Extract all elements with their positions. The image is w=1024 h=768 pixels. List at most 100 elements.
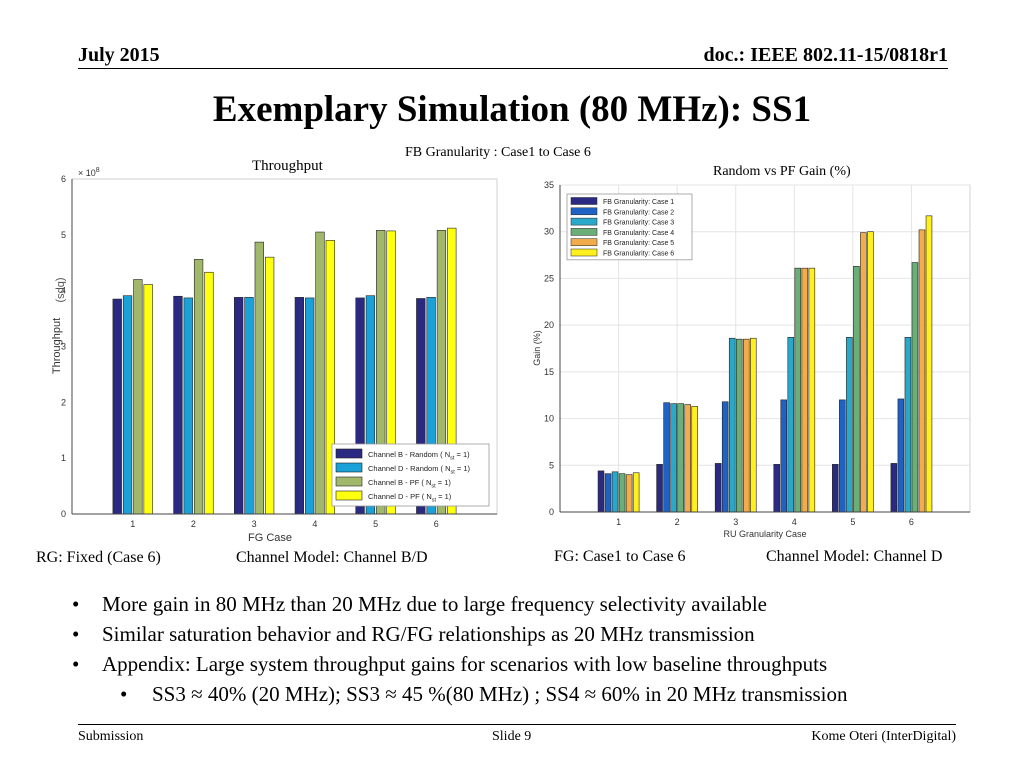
legend-swatch	[570, 238, 598, 246]
y-axis-label: Throughput	[51, 318, 63, 374]
y-tick-label: 25	[544, 273, 554, 283]
fg-caption: FG: Case1 to Case 6	[554, 548, 686, 565]
bar	[625, 474, 633, 513]
bar	[801, 267, 809, 513]
bullet-item: Similar saturation behavior and RG/FG re…	[70, 619, 848, 649]
bullet-list: More gain in 80 MHz than 20 MHz due to l…	[70, 589, 848, 709]
header-doc-id: doc.: IEEE 802.11-15/0818r1	[703, 44, 948, 66]
footer-author: Kome Oteri (InterDigital)	[811, 729, 956, 744]
legend-label: FB Granularity: Case 1	[603, 199, 674, 206]
legend-subscript: st	[432, 498, 437, 504]
bar	[808, 267, 816, 513]
gain-chart-title: Random vs PF Gain (%)	[713, 164, 851, 179]
bar	[597, 470, 605, 513]
x-tick-label: 5	[850, 517, 855, 527]
footer-slide-number: Slide 9	[492, 729, 532, 744]
legend-suffix: = 1)	[436, 478, 452, 487]
bar	[604, 473, 612, 513]
x-axis-label: FG Case	[248, 532, 292, 544]
bar	[611, 471, 619, 513]
bar	[839, 399, 846, 513]
legend-swatch	[335, 476, 363, 487]
legend-label: Channel B - PF ( Nst = 1)	[368, 478, 451, 490]
legend-suffix: = 1)	[454, 450, 470, 459]
legend-swatch	[570, 207, 598, 216]
legend-swatch	[570, 217, 598, 226]
x-tick-label: 6	[909, 517, 914, 527]
channel-model-left-caption: Channel Model: Channel B/D	[236, 549, 428, 566]
bar	[670, 403, 677, 513]
legend-suffix: = 1)	[436, 492, 452, 501]
exponent-label: × 108	[78, 167, 100, 178]
x-tick-label: 1	[130, 519, 135, 529]
footer-submission: Submission	[78, 729, 144, 744]
legend-swatch	[335, 448, 363, 459]
legend-label: FB Granularity: Case 4	[603, 230, 674, 237]
y-tick-label: 35	[544, 180, 554, 190]
x-axis-label: RU Granularity Case	[723, 529, 806, 539]
legend-subscript: st	[450, 456, 455, 462]
legend-swatch	[570, 197, 598, 205]
bar	[721, 401, 729, 513]
legend-swatch	[570, 248, 598, 257]
y-tick-label: 2	[61, 397, 66, 407]
bar	[750, 337, 757, 513]
legend-label: Channel D - PF ( Nst = 1)	[368, 492, 452, 504]
y-tick-label: 5	[61, 230, 66, 240]
legend-suffix: = 1)	[455, 464, 471, 473]
channel-model-right-caption: Channel Model: Channel D	[766, 548, 943, 565]
fb-granularity-subtitle: FB Granularity : Case1 to Case 6	[405, 145, 591, 160]
bullet-item: More gain in 80 MHz than 20 MHz due to l…	[70, 589, 848, 619]
bar	[780, 399, 787, 513]
bar	[918, 229, 926, 513]
bar	[663, 402, 670, 513]
throughput-chart-title: Throughput	[252, 158, 323, 174]
y-tick-label: 6	[61, 174, 66, 184]
bar	[691, 406, 698, 513]
bullet-item: Appendix: Large system throughput gains …	[70, 649, 848, 679]
y-tick-label: 30	[544, 227, 554, 237]
x-tick-label: 2	[191, 519, 196, 529]
y-tick-label: 0	[61, 509, 66, 519]
bar	[787, 336, 795, 513]
bar	[714, 463, 722, 513]
legend-subscript: st	[451, 470, 456, 476]
y-tick-label: 20	[544, 320, 554, 330]
bar	[860, 232, 867, 513]
footer-divider	[78, 724, 956, 725]
legend-label: Channel D - Random ( Nst = 1)	[368, 464, 471, 476]
legend-swatch	[570, 228, 598, 236]
bar	[897, 398, 905, 513]
exponent-power: 8	[96, 167, 100, 174]
sub-bullet-item: SS3 ≈ 40% (20 MHz); SS3 ≈ 45 %(80 MHz) ;…	[70, 679, 848, 709]
rg-caption: RG: Fixed (Case 6)	[36, 549, 161, 566]
y-tick-label: 3	[61, 342, 66, 352]
bar	[728, 337, 736, 513]
x-tick-label: 3	[252, 519, 257, 529]
legend-swatch	[335, 462, 363, 473]
legend-label: FB Granularity: Case 5	[603, 240, 674, 247]
x-tick-label: 1	[616, 517, 621, 527]
slide-title: Exemplary Simulation (80 MHz): SS1	[212, 89, 812, 130]
y-tick-label: 0	[549, 507, 554, 517]
bar	[890, 463, 898, 513]
bar	[925, 215, 933, 513]
x-tick-label: 4	[792, 517, 797, 527]
legend-label: FB Granularity: Case 2	[603, 209, 674, 216]
bar	[911, 262, 919, 513]
legend-swatch	[335, 490, 363, 501]
y-tick-label: 15	[544, 367, 554, 377]
bar	[832, 464, 839, 513]
bar	[632, 472, 640, 513]
y-tick-label: 5	[549, 460, 554, 470]
y-tick-label: 4	[61, 286, 66, 296]
bar	[904, 336, 912, 513]
legend-subscript: st	[431, 484, 436, 490]
y-axis-unit: (bps)	[55, 277, 67, 302]
bar	[846, 336, 853, 513]
legend-label: FB Granularity: Case 3	[603, 220, 674, 227]
header-divider	[78, 68, 948, 69]
bar	[684, 404, 691, 513]
x-tick-label: 2	[675, 517, 680, 527]
